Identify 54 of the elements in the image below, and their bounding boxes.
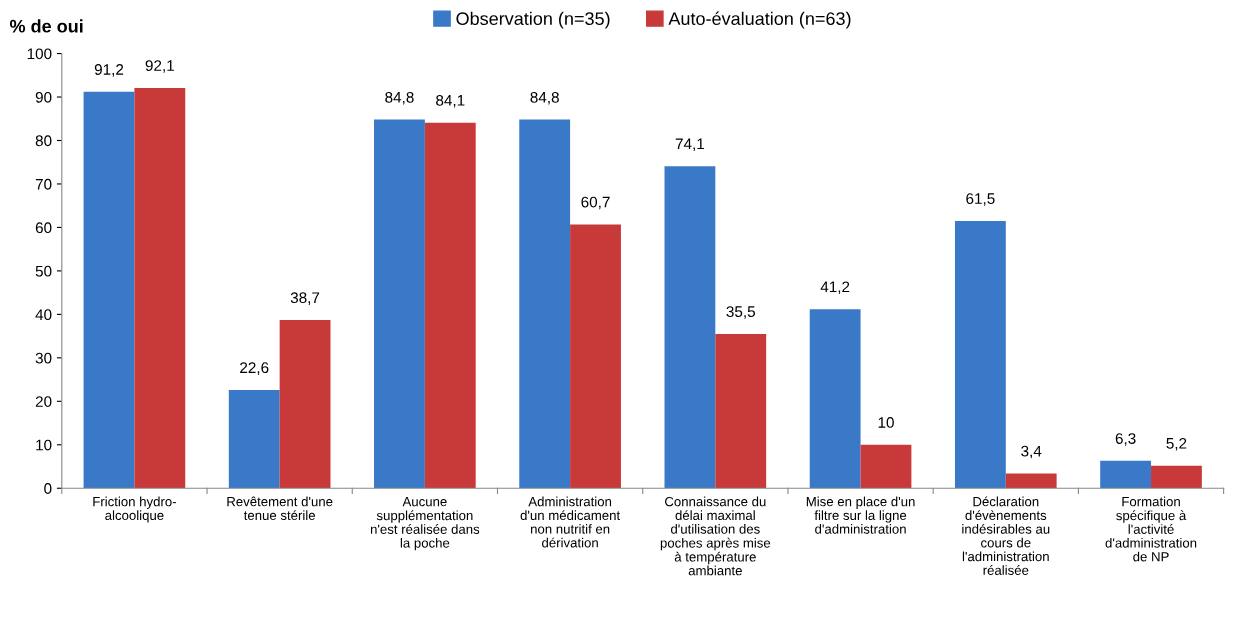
data-label: 41,2 bbox=[820, 281, 850, 295]
x-tick-label: Aucune supplémentation n'est réalisée dans la poche bbox=[370, 497, 480, 551]
y-tick-label: 60 bbox=[35, 222, 52, 234]
bar bbox=[1005, 473, 1057, 489]
data-label: 84,8 bbox=[530, 91, 559, 105]
x-tick-label: Formation spécifique à l'activité d'administration de NP bbox=[1105, 496, 1197, 562]
bar bbox=[228, 390, 280, 489]
data-label: 92,1 bbox=[145, 60, 174, 73]
bar bbox=[570, 224, 621, 489]
x-tick-label: Revêtement d'une tenue stérile bbox=[227, 496, 333, 521]
bar bbox=[1100, 460, 1152, 489]
x-tick-label: Friction hydro- alcoolique bbox=[93, 496, 176, 523]
data-label: 6,3 bbox=[1115, 433, 1136, 446]
bar bbox=[860, 444, 912, 489]
y-tick-label: 90 bbox=[35, 91, 52, 103]
legend-label: Observation (n=35) bbox=[456, 11, 610, 29]
bar bbox=[809, 309, 861, 489]
x-tick-label: Administration d'un médicament non nutritif en dérivation bbox=[520, 496, 621, 548]
bar bbox=[664, 166, 716, 489]
data-label: 22,6 bbox=[240, 362, 269, 375]
y-tick-label: 50 bbox=[35, 265, 52, 277]
bar bbox=[1151, 465, 1202, 489]
data-label: 3,4 bbox=[1021, 445, 1042, 459]
x-tick-label: Déclaration d'évènements indésirables au cours de l'administration réalisée bbox=[962, 496, 1050, 575]
bar bbox=[374, 119, 425, 489]
bar bbox=[954, 220, 1006, 489]
data-label: 35,5 bbox=[726, 306, 755, 319]
y-tick-label: 80 bbox=[35, 135, 52, 147]
bar bbox=[134, 87, 186, 489]
y-axis-title: % de oui bbox=[9, 19, 83, 33]
bar bbox=[715, 333, 767, 489]
data-label: 5,2 bbox=[1166, 437, 1187, 451]
data-label: 91,2 bbox=[94, 64, 124, 77]
data-label: 10 bbox=[878, 417, 894, 428]
bar bbox=[279, 320, 331, 489]
y-tick-label: 30 bbox=[35, 352, 52, 364]
x-tick-label: Connaissance du délai maximal d'utilisation des poches après mise à température ambiante bbox=[660, 496, 771, 576]
bar bbox=[424, 122, 476, 489]
data-label: 61,5 bbox=[966, 193, 995, 206]
data-label: 74,1 bbox=[675, 138, 705, 152]
y-tick-label: 10 bbox=[36, 439, 52, 451]
data-label: 60,7 bbox=[581, 196, 610, 210]
y-tick-label: 40 bbox=[35, 309, 52, 321]
bar bbox=[83, 91, 135, 489]
legend-label: Auto-évaluation (n=63) bbox=[668, 11, 851, 29]
x-tick-label: Mise en place d'un filtre sur la ligne d'administration bbox=[806, 496, 915, 534]
y-tick-label: 70 bbox=[35, 178, 52, 190]
bar bbox=[519, 119, 571, 489]
data-label: 84,8 bbox=[385, 91, 414, 105]
data-label: 38,7 bbox=[290, 292, 320, 305]
y-tick-label: 100 bbox=[27, 48, 52, 60]
y-tick-label: 0 bbox=[44, 483, 52, 494]
y-tick-label: 20 bbox=[35, 396, 52, 407]
data-label: 84,1 bbox=[436, 94, 465, 108]
